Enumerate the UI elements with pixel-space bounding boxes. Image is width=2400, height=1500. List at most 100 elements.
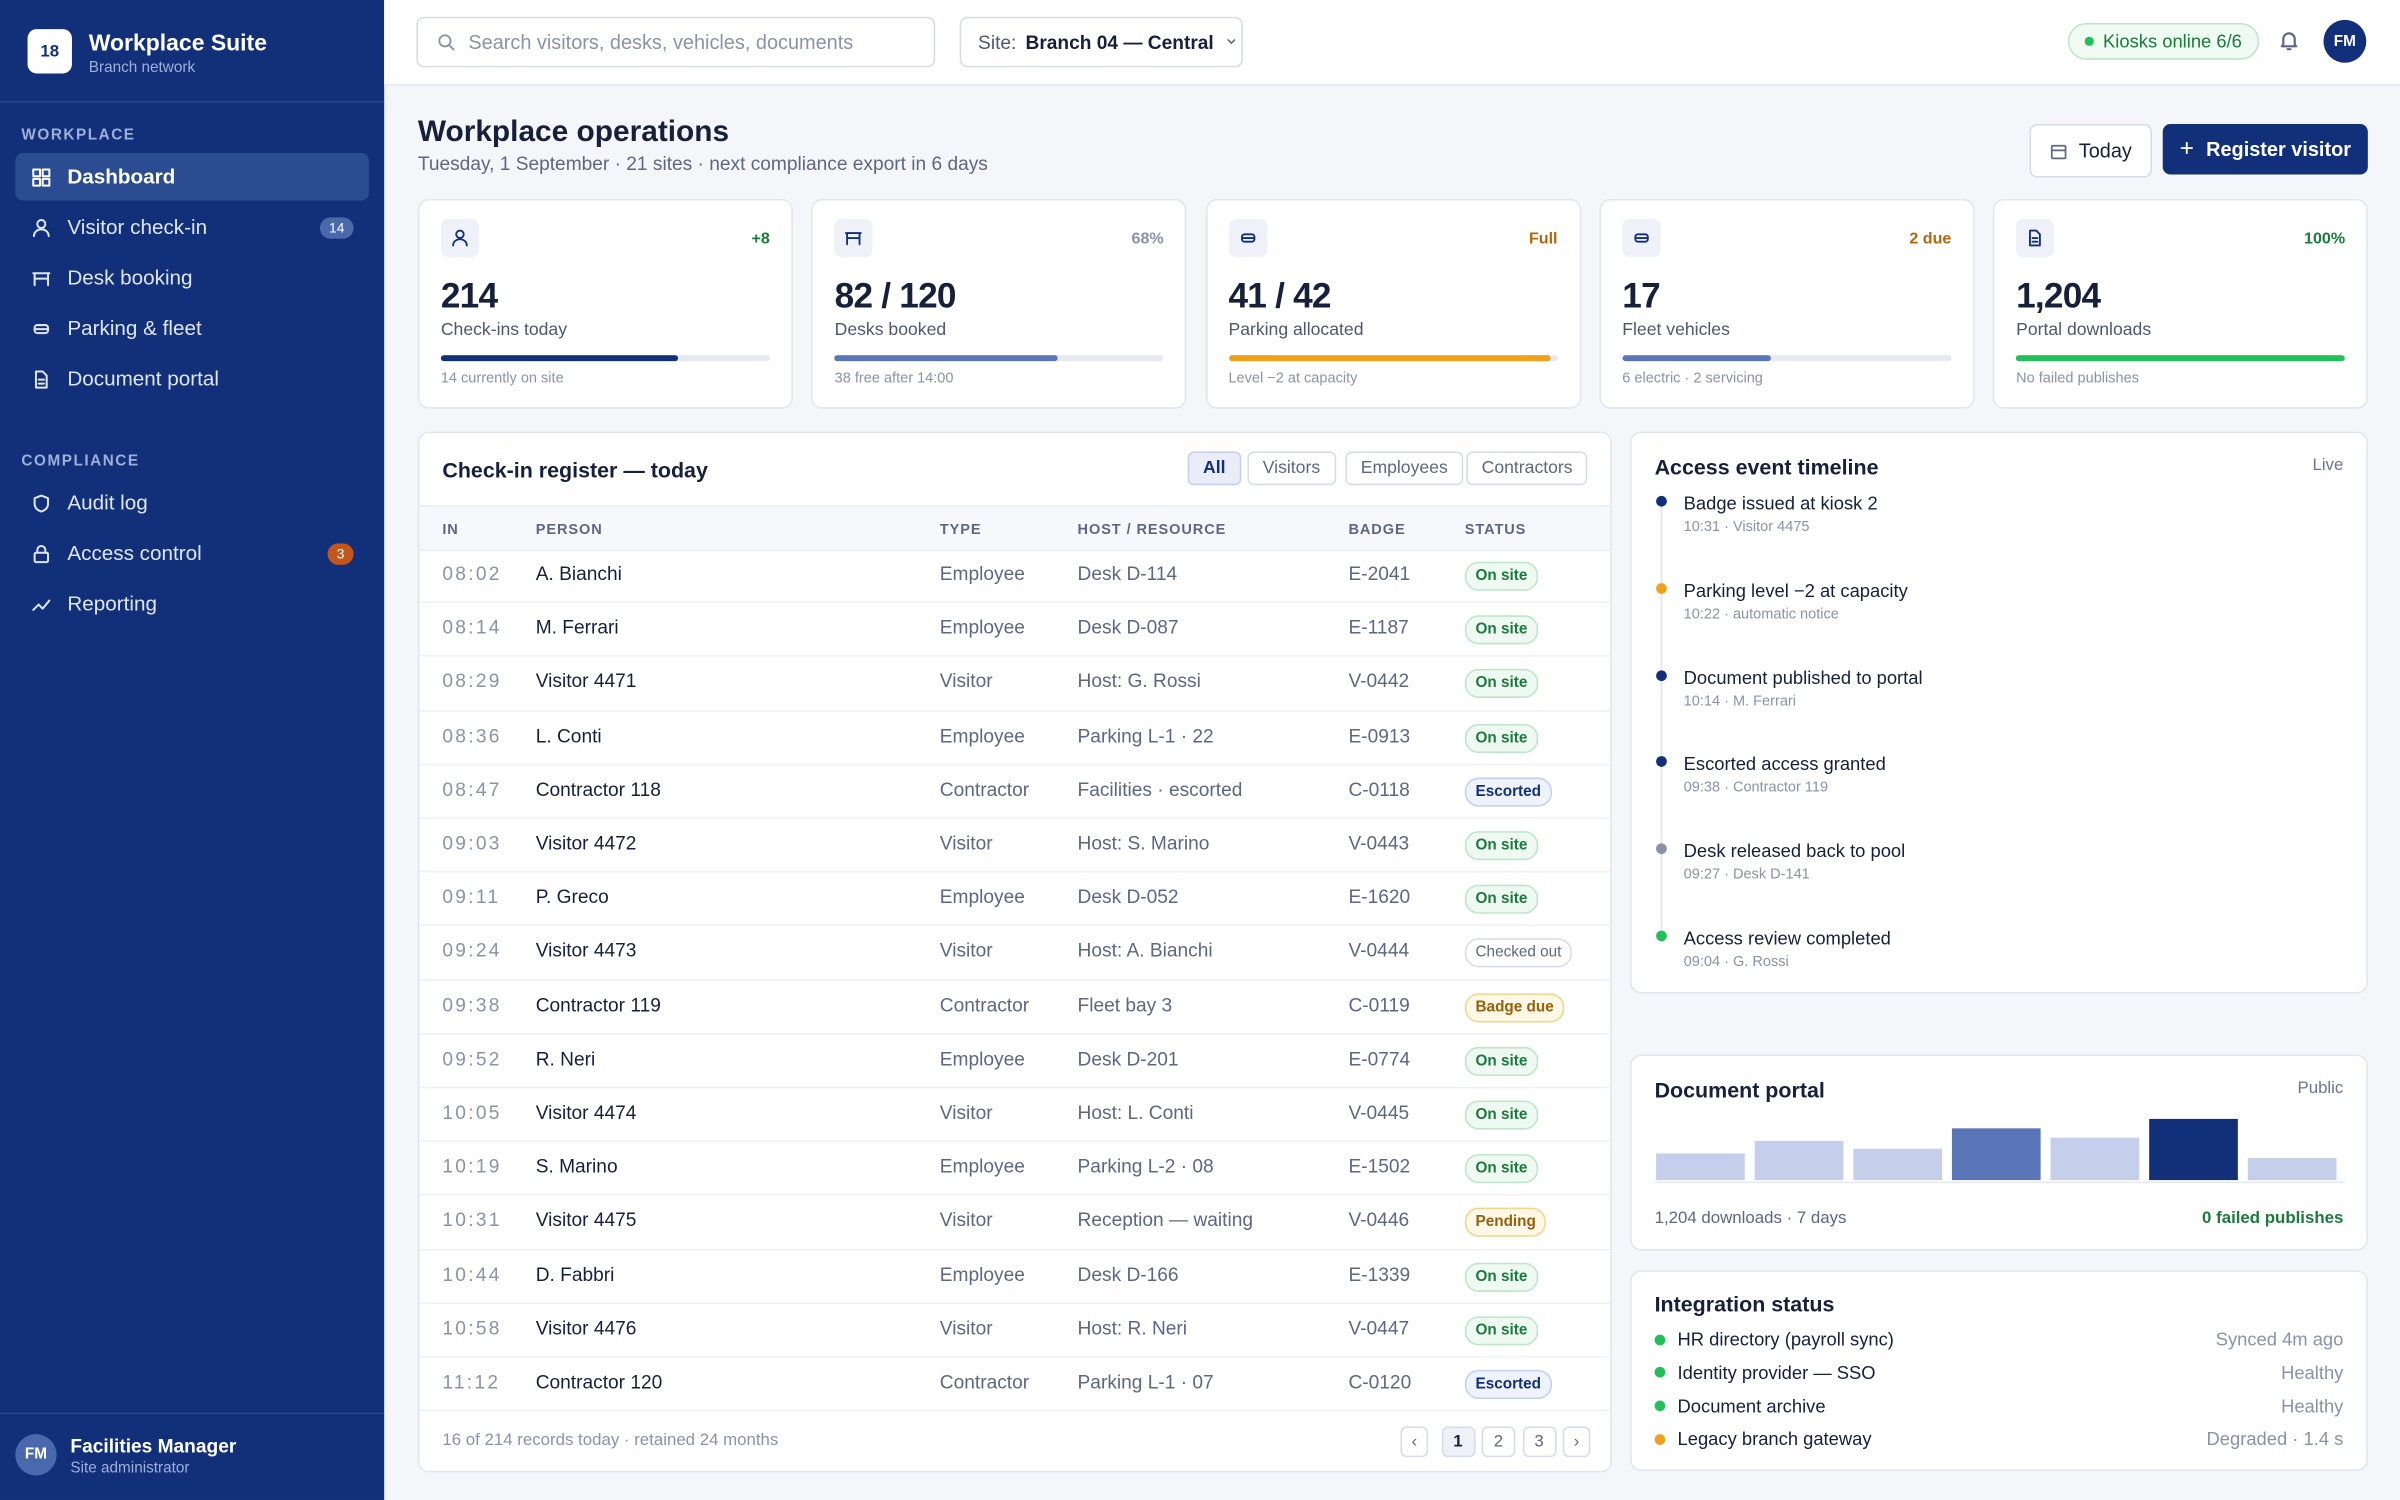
integrations-card: Integration status HR directory (payroll … (1630, 1270, 2368, 1471)
nav-item[interactable]: Document portal (15, 355, 369, 402)
kpi-value: 214 (440, 275, 498, 316)
cell-type: Employee (939, 724, 1025, 747)
kpi-badge: 68% (1131, 229, 1164, 248)
nav-item[interactable]: Desk booking (15, 254, 369, 301)
filter-chip[interactable]: Visitors (1247, 451, 1336, 486)
filter-chip[interactable]: All (1187, 451, 1241, 486)
table-row: 09:52 R. Neri Employee Desk D-201 E-0774 On s… (419, 1033, 1611, 1089)
cell-in: 09:38 (442, 994, 502, 1016)
nav-label: Desk booking (67, 266, 193, 290)
event-meta: 09:04 · G. Rossi (1683, 953, 1789, 971)
filter-chip[interactable]: Employees (1345, 451, 1464, 486)
timeline-dot (1656, 756, 1667, 768)
status-pill: On site (1464, 561, 1539, 591)
top-avatar[interactable]: FM (2323, 19, 2367, 63)
status-pill: On site (1464, 615, 1539, 645)
search-box[interactable]: Search visitors, desks, vehicles, docume… (416, 16, 936, 68)
sidebar: 18 Workplace Suite Branch network WORKPLACE… (0, 0, 385, 1500)
table-row: 10:58 Visitor 4476 Visitor Host: R. Neri V-0… (419, 1302, 1611, 1358)
event-meta: 10:31 · Visitor 4475 (1683, 518, 1810, 536)
event-title: Badge issued at kiosk 2 (1683, 492, 1878, 515)
cell-in: 08:29 (442, 671, 502, 693)
cell-type: Employee (939, 1263, 1025, 1286)
kpi-value: 17 (1622, 275, 1660, 316)
portal-footer-left: 1,204 downloads · 7 days (1654, 1209, 1847, 1228)
filter-chip[interactable]: Contractors (1466, 451, 1588, 486)
bar (1853, 1148, 1943, 1181)
page-button[interactable]: 1 (1441, 1426, 1475, 1458)
bar (1656, 1153, 1745, 1181)
status-dot (1654, 1434, 1666, 1445)
nav-item[interactable]: Reporting (15, 580, 369, 627)
topbar: Search visitors, desks, vehicles, docume… (384, 0, 2400, 86)
register-card: Check-in register — today All Visitors Empl… (417, 431, 1612, 1473)
event-meta: 09:27 · Desk D-141 (1683, 866, 1810, 884)
cell-person: M. Ferrari (535, 617, 619, 639)
table-row: 08:02 A. Bianchi Employee Desk D-114 E-2041 O… (419, 548, 1611, 604)
cell-person: Visitor 4471 (535, 671, 637, 693)
timeline-title: Access event timeline (1654, 454, 1879, 480)
today-button[interactable]: Today (2029, 123, 2153, 178)
register-footer: 16 of 214 records today · retained 24 mo… (442, 1431, 779, 1450)
bar (1951, 1128, 2041, 1181)
nav-item[interactable]: Parking & fleet (15, 305, 369, 352)
timeline-dot (1656, 669, 1667, 681)
cell-badge: E-1187 (1348, 617, 1409, 639)
register-label: Register visitor (2206, 137, 2352, 161)
notifications[interactable] (2278, 29, 2301, 52)
site-selector[interactable]: Site: Branch 04 — Central (959, 16, 1243, 68)
integration-name: Identity provider — SSO (1677, 1361, 1876, 1384)
page-button[interactable]: 3 (1522, 1426, 1556, 1458)
integration-name: Legacy branch gateway (1677, 1428, 1872, 1451)
cell-in: 09:11 (442, 886, 501, 908)
cell-host: Desk D-052 (1077, 886, 1179, 908)
nav-item[interactable]: Dashboard (15, 153, 369, 201)
kpi-label: Desks booked (834, 321, 947, 340)
page-subtitle: Tuesday, 1 September · 21 sites · next c… (417, 153, 988, 175)
timeline-tag: Live (2312, 456, 2344, 475)
integration-status: Synced 4m ago (2215, 1328, 2344, 1350)
page-button[interactable]: 2 (1481, 1426, 1516, 1458)
nav-item[interactable]: Visitor check-in 14 (15, 204, 369, 251)
icon (2280, 32, 2298, 51)
nav-label: Reporting (67, 592, 157, 616)
portal-footer-right: 0 failed publishes (2202, 1209, 2344, 1228)
cell-person: Contractor 120 (535, 1371, 663, 1393)
cell-badge: V-0444 (1348, 940, 1410, 962)
status-pill: On site (1464, 1046, 1539, 1076)
cell-in: 10:44 (442, 1263, 502, 1286)
nav-label: Dashboard (67, 165, 176, 189)
icon (33, 493, 50, 512)
cell-in: 10:31 (442, 1209, 502, 1232)
icon (32, 271, 51, 286)
cell-in: 08:14 (442, 617, 502, 639)
cell-host: Parking L-2 · 08 (1077, 1155, 1214, 1178)
cell-person: Visitor 4472 (535, 832, 637, 855)
table-row: 09:24 Visitor 4473 Visitor Host: A. Bianchi… (419, 925, 1611, 981)
cell-type: Employee (939, 617, 1025, 639)
cell-host: Host: S. Marino (1077, 832, 1210, 855)
status-pill: Badge due (1464, 992, 1565, 1022)
cell-type: Employee (939, 1048, 1025, 1070)
cell-host: Reception — waiting (1077, 1209, 1254, 1232)
page-button[interactable]: › (1562, 1426, 1591, 1458)
integration-name: HR directory (payroll sync) (1677, 1328, 1894, 1350)
nav-label: Document portal (67, 367, 219, 391)
cell-host: Parking L-1 · 07 (1077, 1371, 1214, 1393)
table-row: 10:19 S. Marino Employee Parking L-2 · 08 E-… (419, 1141, 1611, 1196)
integrations-title: Integration status (1654, 1291, 1835, 1317)
cell-badge: C-0120 (1348, 1371, 1412, 1393)
nav-item[interactable]: Access control 3 (15, 530, 369, 577)
progress-track (1228, 355, 1558, 362)
bar (2149, 1118, 2238, 1181)
nav-item[interactable]: Audit log (15, 479, 369, 526)
register-button[interactable]: + Register visitor (2162, 123, 2368, 175)
document-portal-card: Document portal Public 1,204 downloads · 7… (1630, 1054, 2368, 1251)
timeline-dot (1656, 843, 1667, 855)
table-row: 10:31 Visitor 4475 Visitor Reception — wait… (419, 1194, 1611, 1250)
cell-person: R. Neri (535, 1048, 596, 1070)
kpi-icon (1622, 218, 1661, 258)
page-button[interactable]: ‹ (1400, 1426, 1429, 1458)
icon (1634, 233, 1649, 243)
